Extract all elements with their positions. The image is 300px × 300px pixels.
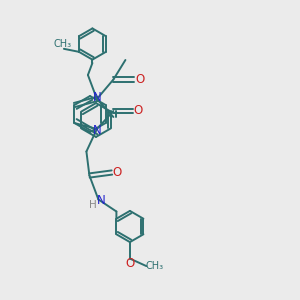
Text: CH₃: CH₃ [53, 39, 71, 49]
Text: H: H [89, 200, 97, 210]
Text: O: O [134, 104, 143, 118]
Text: CH₃: CH₃ [146, 261, 164, 271]
Text: O: O [113, 166, 122, 179]
Text: O: O [125, 256, 134, 270]
Text: N: N [92, 91, 101, 104]
Text: O: O [135, 73, 144, 86]
Text: N: N [92, 124, 101, 137]
Text: N: N [96, 194, 105, 208]
